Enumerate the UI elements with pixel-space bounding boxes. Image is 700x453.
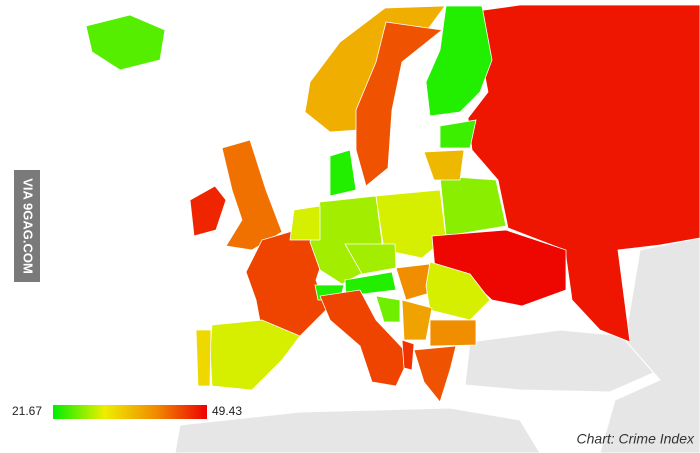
region: [289, 205, 321, 241]
region: [429, 319, 477, 347]
region: [319, 289, 411, 387]
watermark: VIA 9GAG.COM: [21, 178, 36, 274]
legend-max: 49.43: [212, 404, 242, 418]
region: [329, 149, 357, 197]
region: [355, 21, 443, 187]
region: [423, 149, 465, 181]
background-land: [599, 237, 700, 453]
region: [209, 319, 301, 391]
region: [439, 119, 477, 149]
region: [195, 329, 212, 387]
watermark-box: [14, 170, 40, 282]
region: [401, 339, 415, 371]
region: [413, 345, 457, 403]
legend-min: 21.67: [12, 404, 42, 418]
legend-scale: [53, 405, 207, 419]
background-land: [174, 407, 541, 453]
region: [85, 14, 166, 71]
region: [189, 185, 227, 237]
region: [401, 299, 433, 341]
region: [439, 175, 507, 237]
region: [375, 295, 401, 323]
region: [221, 139, 283, 251]
regions: [85, 4, 700, 403]
region: [467, 4, 700, 343]
background-land: [464, 329, 661, 393]
caption: Chart: Crime Index: [577, 431, 695, 447]
region: [425, 5, 493, 117]
